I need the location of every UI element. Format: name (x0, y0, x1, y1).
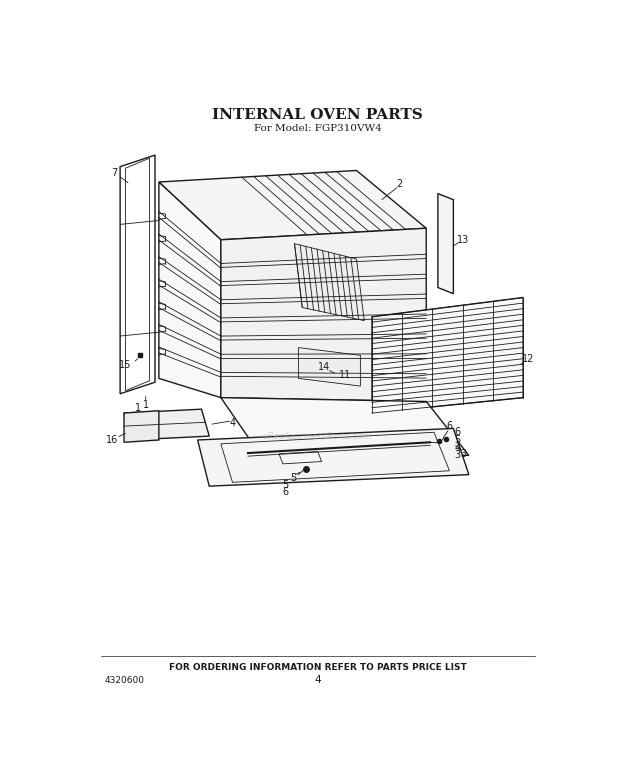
Text: 16: 16 (106, 435, 118, 445)
Text: eReplacementParts.com: eReplacementParts.com (263, 432, 373, 441)
Text: 1: 1 (135, 403, 141, 413)
Text: 5: 5 (290, 474, 296, 484)
Polygon shape (221, 228, 427, 401)
Text: 6: 6 (446, 421, 453, 431)
Text: For Model: FGP310VW4: For Model: FGP310VW4 (254, 125, 382, 133)
Text: 6: 6 (454, 427, 460, 437)
Text: 7: 7 (112, 167, 118, 178)
Text: 4: 4 (454, 442, 460, 453)
Polygon shape (372, 298, 523, 413)
Polygon shape (298, 347, 360, 386)
Text: 15: 15 (120, 360, 131, 369)
Polygon shape (294, 244, 365, 321)
Polygon shape (159, 171, 427, 240)
Text: 5: 5 (282, 480, 288, 490)
Text: INTERNAL OVEN PARTS: INTERNAL OVEN PARTS (213, 108, 423, 122)
Text: 3: 3 (461, 449, 466, 459)
Text: 6: 6 (282, 488, 288, 497)
Polygon shape (221, 397, 469, 456)
Text: 4: 4 (314, 675, 321, 686)
Text: 4: 4 (229, 418, 236, 428)
Text: 3: 3 (454, 450, 460, 460)
Text: FOR ORDERING INFORMATION REFER TO PARTS PRICE LIST: FOR ORDERING INFORMATION REFER TO PARTS … (169, 663, 467, 671)
Text: 2: 2 (396, 179, 402, 189)
Text: 13: 13 (458, 234, 469, 245)
Text: 1: 1 (143, 400, 149, 411)
Text: 11: 11 (339, 369, 351, 379)
Text: 4320600: 4320600 (105, 675, 144, 685)
Polygon shape (124, 409, 210, 440)
Polygon shape (198, 428, 469, 486)
Polygon shape (124, 411, 159, 442)
Text: 12: 12 (523, 354, 534, 364)
Text: 14: 14 (318, 361, 330, 372)
Polygon shape (159, 182, 221, 397)
Text: 5: 5 (454, 435, 461, 445)
Polygon shape (438, 193, 453, 294)
